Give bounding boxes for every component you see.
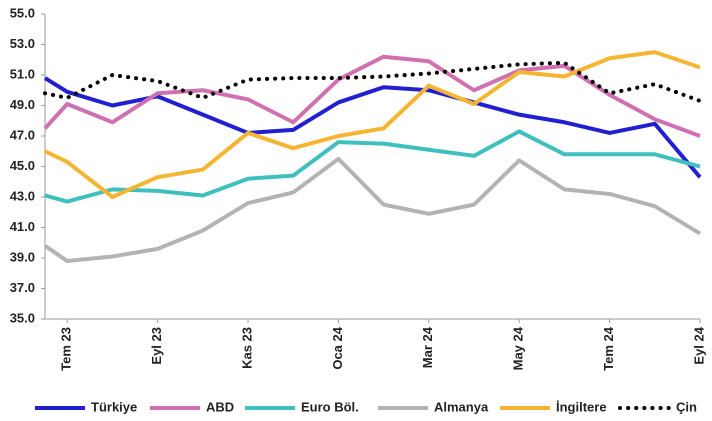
x-tick-label: May 24 xyxy=(511,326,526,370)
series-line xyxy=(44,50,701,199)
legend-label: Almanya xyxy=(434,399,489,414)
x-tick-label: Kas 23 xyxy=(239,327,254,369)
legend-label: ABD xyxy=(206,399,234,414)
x-tick-label: Mar 24 xyxy=(420,326,435,368)
series-line xyxy=(43,76,702,179)
y-tick-label: 53.0 xyxy=(10,36,35,51)
y-tick-label: 55.0 xyxy=(10,5,35,20)
legend-label: İngiltere xyxy=(556,399,607,414)
y-tick-label: 43.0 xyxy=(10,188,35,203)
x-tick-label: Eyl 24 xyxy=(691,326,706,364)
legend-label: Çin xyxy=(676,399,697,414)
y-tick-label: 49.0 xyxy=(10,97,35,112)
y-tick-label: 45.0 xyxy=(10,158,35,173)
y-tick-label: 51.0 xyxy=(10,66,35,81)
x-tick-label: Oca 24 xyxy=(330,326,345,369)
y-tick-label: 41.0 xyxy=(10,219,35,234)
x-tick-label: Eyl 23 xyxy=(149,327,164,365)
series-line xyxy=(43,54,701,138)
y-tick-label: 35.0 xyxy=(10,310,35,325)
series-line xyxy=(43,156,702,264)
y-tick-label: 47.0 xyxy=(10,127,35,142)
x-tick-label: Tem 23 xyxy=(59,327,74,371)
y-tick-label: 37.0 xyxy=(10,280,35,295)
y-tick-label: 39.0 xyxy=(10,249,35,264)
x-tick-label: Tem 24 xyxy=(601,326,616,371)
series-line xyxy=(43,60,702,103)
legend-label: Türkiye xyxy=(91,399,137,414)
series-line xyxy=(44,129,701,204)
legend-label: Euro Böl. xyxy=(301,399,359,414)
